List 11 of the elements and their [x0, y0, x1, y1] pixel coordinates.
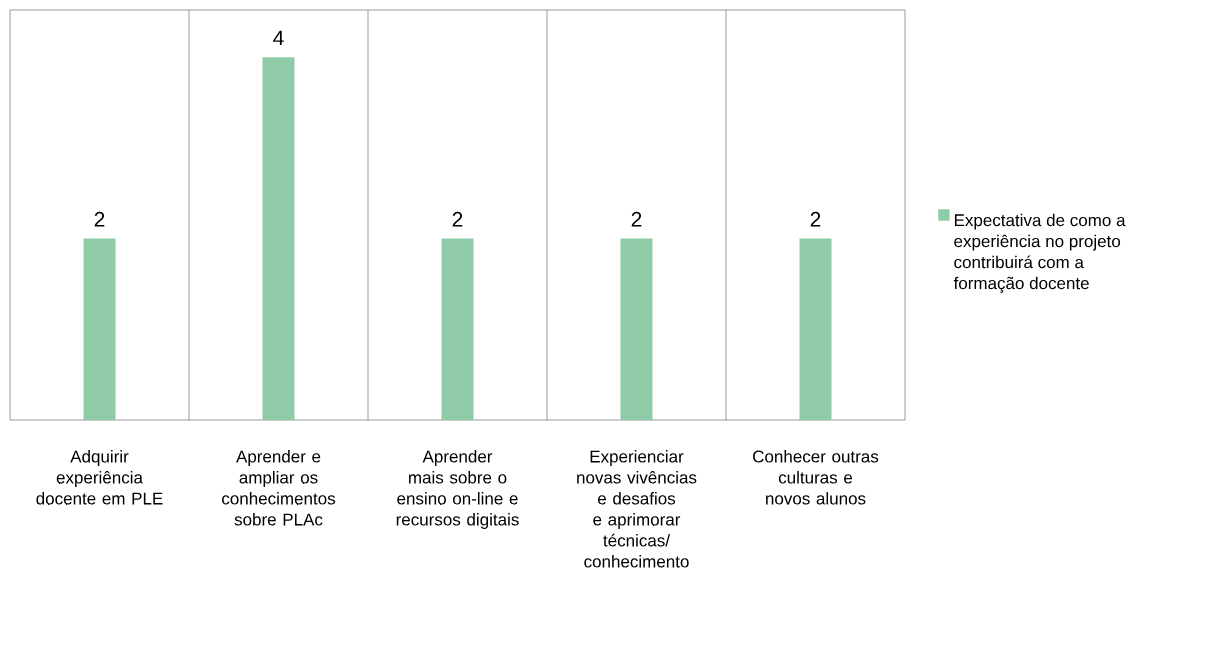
data-label: 2 — [452, 211, 463, 227]
data-label: 4 — [273, 30, 284, 46]
x-tick-label: Conhecer outras culturas e novos alunos — [753, 450, 879, 505]
x-tick-label: Aprender e ampliar os conhecimentos sobre PLAc — [222, 450, 336, 526]
x-tick-label: Experienciar novas vivências e desafios e aprimorar técnicas/ conhecimento — [577, 450, 697, 568]
legend-label: Expectativa de como a experiência no projeto contribuirá com a formação docente — [953, 213, 1126, 293]
data-label: 2 — [631, 211, 642, 227]
x-tick-label: Aprender mais sobre o ensino on-line e recursos digitais — [396, 450, 519, 529]
data-label: 2 — [94, 211, 105, 227]
data-label: 2 — [810, 211, 821, 227]
x-tick-label: Adquirir experiência docente em PLE — [36, 450, 163, 505]
